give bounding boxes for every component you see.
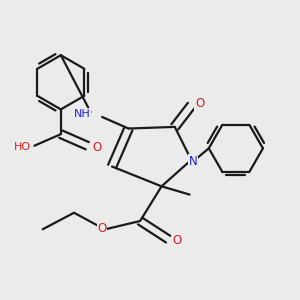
Text: O: O [173, 234, 182, 247]
Text: O: O [92, 141, 102, 154]
Text: N: N [189, 155, 197, 168]
Text: O: O [195, 97, 204, 110]
Text: HO: HO [14, 142, 32, 152]
Text: NH: NH [74, 109, 91, 119]
Text: O: O [98, 222, 107, 235]
